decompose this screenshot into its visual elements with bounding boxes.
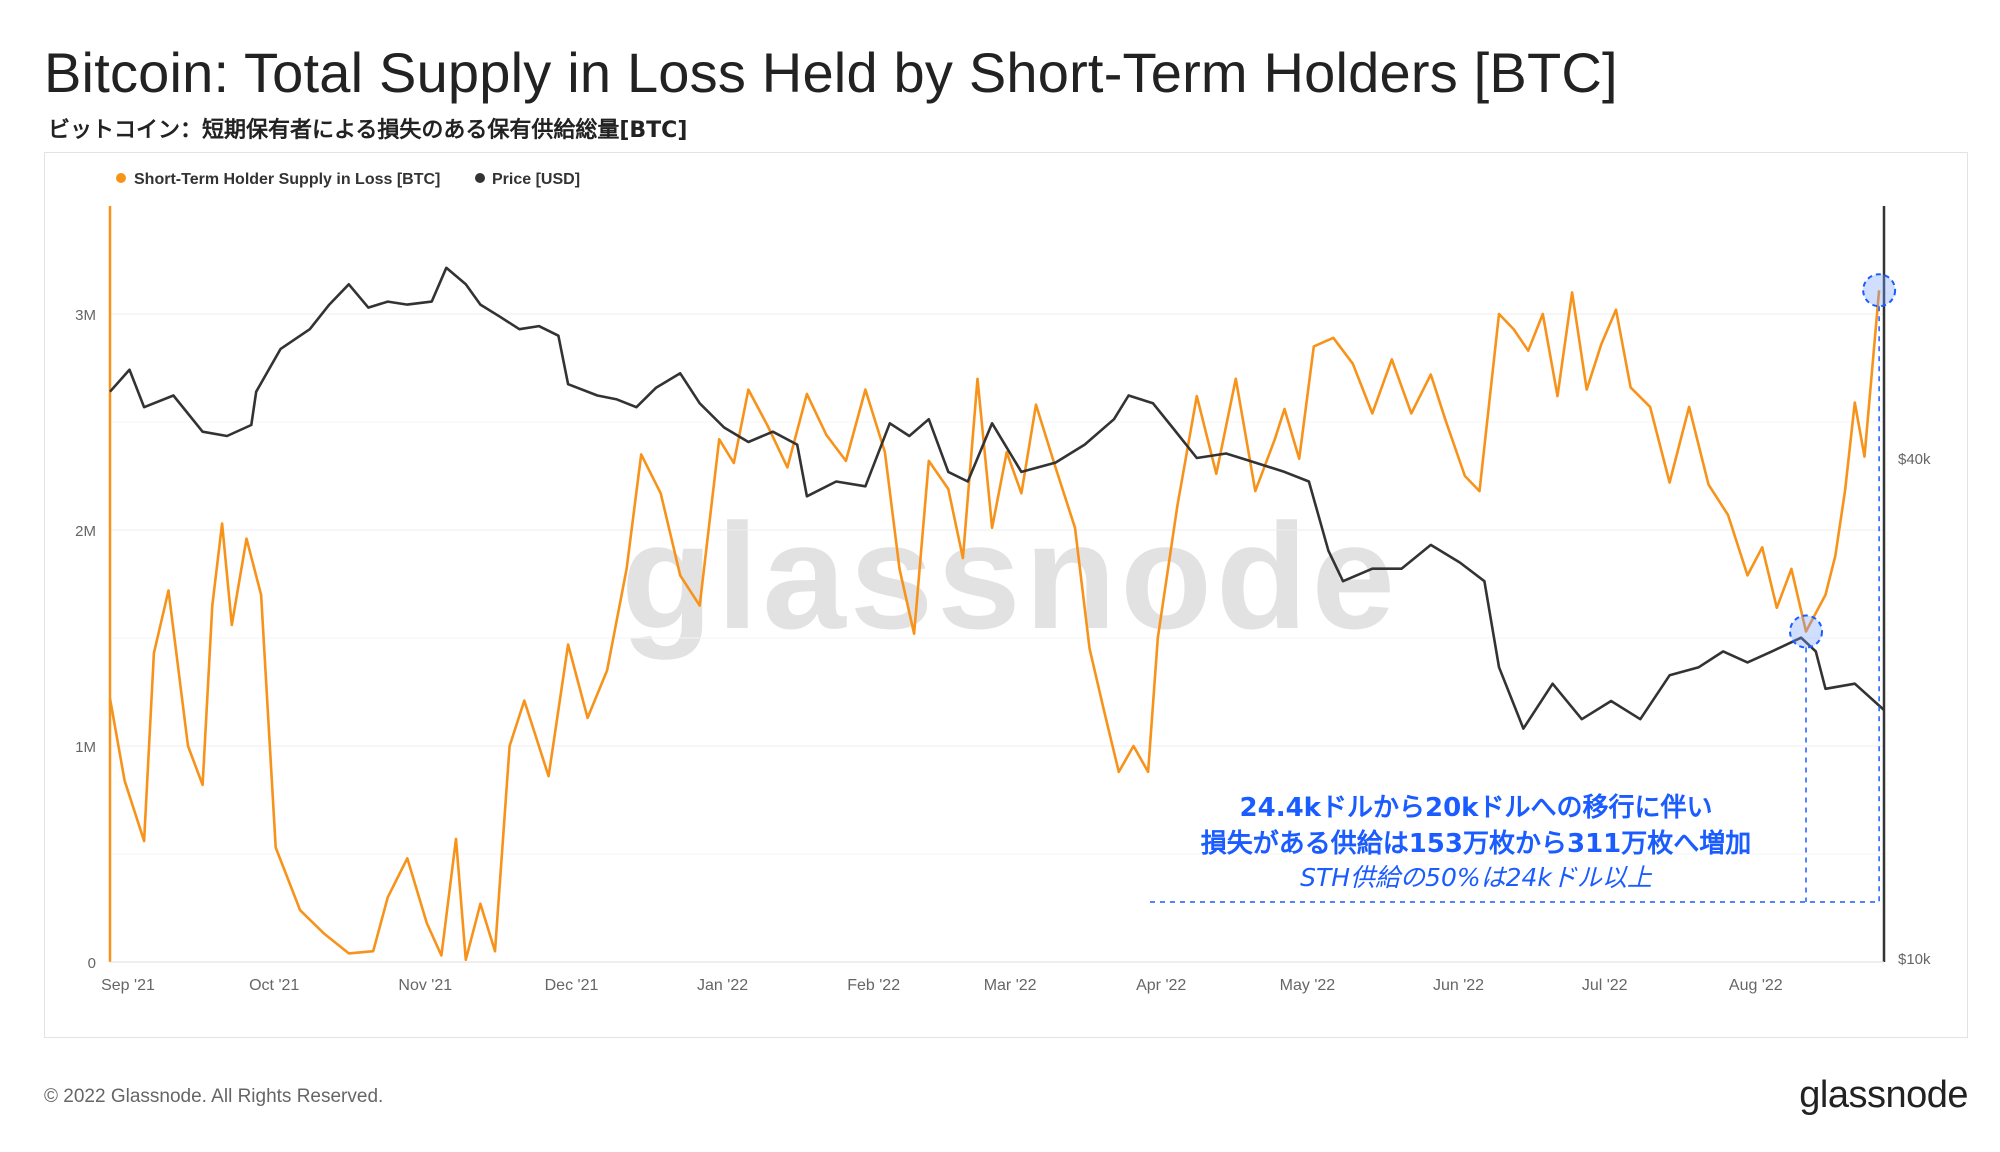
- sth-supply-in-loss-line: [108, 290, 1881, 962]
- legend-price-swatch: [475, 173, 485, 183]
- x-tick-label: Sep '21: [101, 977, 155, 994]
- y-right-tick-label: $40k: [1898, 451, 1931, 468]
- y-left-tick-label: 3M: [75, 307, 96, 324]
- annotation-line-1: 24.4kドルから20kドルへの移行に伴い: [1240, 792, 1713, 823]
- highlight-marker-2: [1862, 273, 1897, 308]
- y-left-tick-label: 1M: [75, 739, 96, 756]
- x-tick-label: Mar '22: [984, 977, 1037, 994]
- x-tick-label: Apr '22: [1136, 977, 1186, 994]
- legend-price-label: Price [USD]: [492, 171, 580, 188]
- x-tick-label: Jun '22: [1433, 977, 1484, 994]
- x-tick-label: Jul '22: [1582, 977, 1628, 994]
- x-tick-label: Dec '21: [545, 977, 599, 994]
- series-layer: [108, 266, 1885, 962]
- annotation-line-3: STH供給の50%は24kドル以上: [1300, 863, 1653, 892]
- chart-subtitle: ビットコイン：短期保有者による損失のある保有供給総量[BTC]: [48, 118, 688, 143]
- watermark: glassnode: [621, 492, 1399, 660]
- chart-panel: [44, 152, 1968, 1038]
- axes: 0 1M 2M 3M $10k $40k Sep '21 Oct '21 Nov '21 Dec …: [75, 206, 1931, 994]
- y-left-tick-label: 0: [88, 955, 96, 972]
- legend: Short-Term Holder Supply in Loss [BTC] P…: [116, 171, 580, 188]
- y-left-tick-label: 2M: [75, 523, 96, 540]
- footer-logo[interactable]: glassnode: [1799, 1074, 1968, 1116]
- y-right-tick-label: $10k: [1898, 951, 1931, 968]
- x-tick-label: Nov '21: [398, 977, 452, 994]
- annotation: 24.4kドルから20kドルへの移行に伴い 損失がある供給は153万枚から311…: [1201, 792, 1752, 892]
- x-tick-label: Feb '22: [847, 977, 900, 994]
- legend-sth-label: Short-Term Holder Supply in Loss [BTC]: [134, 171, 440, 188]
- price-line: [109, 266, 1885, 730]
- marker-layer: [1150, 273, 1897, 903]
- x-tick-label: Jan '22: [697, 977, 748, 994]
- annotation-line-2: 損失がある供給は153万枚から311万枚へ増加: [1201, 828, 1752, 859]
- x-tick-label: Oct '21: [249, 977, 299, 994]
- chart-title: Bitcoin: Total Supply in Loss Held by Sh…: [44, 41, 1618, 104]
- footer-copyright: © 2022 Glassnode. All Rights Reserved.: [44, 1086, 384, 1107]
- legend-sth-swatch: [116, 173, 126, 183]
- x-tick-label: May '22: [1280, 977, 1336, 994]
- x-tick-label: Aug '22: [1729, 977, 1783, 994]
- highlight-marker-1: [1789, 614, 1824, 649]
